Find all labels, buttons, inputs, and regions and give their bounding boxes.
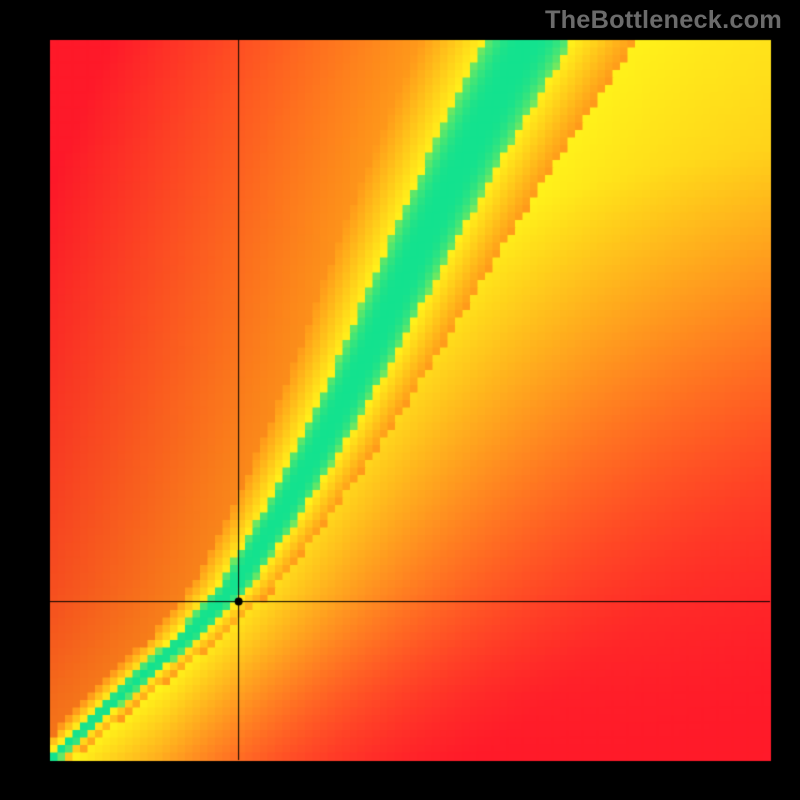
watermark-label: TheBottleneck.com — [545, 6, 782, 35]
bottleneck-heatmap — [0, 0, 800, 800]
